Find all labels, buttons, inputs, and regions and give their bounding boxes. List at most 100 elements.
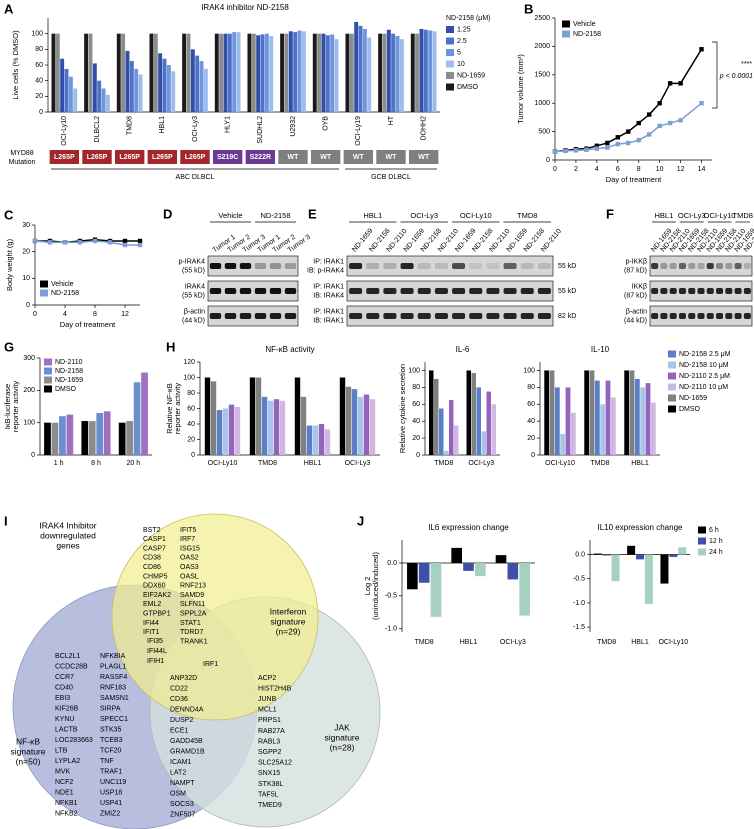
blot-band: [697, 313, 705, 319]
blot-band: [651, 288, 659, 294]
blot-panel: [207, 255, 299, 277]
marker: [32, 238, 38, 244]
mutation-box: [245, 150, 276, 164]
blot-band: [743, 263, 751, 269]
x-tick-label: 8: [637, 166, 641, 173]
bar: [678, 547, 687, 555]
gene: USP41: [100, 800, 122, 807]
blot-group: TMD8: [517, 211, 537, 220]
y-tick-label: -1.5: [573, 624, 585, 631]
bar: [166, 65, 171, 112]
bar: [297, 30, 302, 112]
gene: NDE1: [55, 789, 74, 796]
mutation-box: [408, 150, 439, 164]
x-tick-label: 0: [33, 311, 37, 318]
gene: LOC283663: [55, 737, 93, 744]
subtype-label: GCB DLBCL: [371, 174, 411, 181]
size-label: 55 kD: [558, 263, 576, 270]
y-tick-label: 40: [412, 418, 420, 425]
blot-band: [366, 263, 380, 269]
gene: LAT2: [170, 769, 186, 776]
gene: GRAMD1B: [170, 748, 205, 755]
blot-band: [706, 288, 714, 294]
legend-label: ND-1659: [55, 377, 83, 384]
y-tick-label: 1500: [534, 72, 550, 79]
x-tick-label: TMD8: [127, 116, 134, 135]
blot-group: Vehicle: [218, 211, 242, 220]
blot-group: OCI-Ly3: [410, 211, 438, 220]
gene: TDRD7: [180, 629, 203, 636]
blot-band: [486, 313, 500, 319]
bar: [645, 383, 651, 455]
set-label: signature: [325, 732, 360, 742]
legend-swatch: [446, 60, 454, 68]
gene: LTB: [55, 747, 68, 754]
bar: [418, 563, 430, 583]
mutation-label: S219C: [217, 154, 238, 161]
marker: [62, 240, 68, 245]
bar: [162, 58, 167, 112]
y-axis-label: Relative cytokine secretion: [398, 364, 407, 453]
gene: OASL: [180, 573, 199, 580]
blot-band: [434, 263, 448, 269]
bar: [549, 370, 555, 455]
legend-swatch: [562, 30, 570, 38]
y-tick-label: 100: [31, 31, 43, 38]
mutation-box: [343, 150, 374, 164]
legend-label: DMSO: [55, 386, 77, 393]
blot-band: [269, 288, 282, 294]
bar: [463, 563, 474, 571]
legend-swatch: [44, 376, 52, 384]
bar: [367, 37, 372, 113]
marker: [137, 238, 143, 244]
marker: [47, 240, 53, 245]
blot-band: [452, 288, 466, 294]
bar: [602, 554, 611, 556]
legend-swatch: [44, 358, 52, 366]
x-tick-label: HLY1: [225, 116, 232, 133]
marker: [107, 240, 113, 245]
bar: [471, 372, 476, 455]
x-tick-label: TMD8: [590, 460, 609, 467]
blot-band: [284, 263, 297, 269]
x-tick-label: 12: [677, 166, 685, 173]
y-tick-label: 300: [23, 355, 35, 362]
x-tick-label: 10: [656, 166, 664, 173]
blot-band: [537, 288, 551, 294]
bar: [430, 563, 442, 617]
row-label: β-actin: [184, 308, 205, 315]
bar: [423, 29, 428, 112]
bar: [669, 554, 678, 557]
panel-label: B: [524, 1, 533, 16]
blot-band: [688, 288, 696, 294]
bar: [294, 377, 301, 455]
blot-band: [697, 263, 705, 269]
bar: [96, 412, 104, 455]
gene: CCDC28B: [55, 663, 88, 670]
gene: RNF183: [100, 684, 126, 691]
significance-bracket: [712, 41, 718, 109]
bar: [386, 29, 391, 112]
blot-band: [669, 313, 677, 319]
bar: [51, 422, 59, 455]
blot-band: [383, 263, 397, 269]
blot-band: [434, 288, 448, 294]
bar: [105, 94, 110, 112]
y-tick-label: 80: [187, 390, 195, 397]
y-tick-label: 80: [412, 384, 420, 391]
y-tick-label: 0.0: [387, 560, 397, 567]
legend-swatch: [562, 20, 570, 28]
bar: [92, 63, 97, 112]
x-tick-label: TMD8: [434, 460, 453, 467]
blot-band: [486, 288, 500, 294]
row-label: (55 kD): [182, 267, 205, 274]
x-tick-label: OYB: [323, 116, 330, 131]
gene: TMED9: [258, 802, 282, 809]
bar: [199, 61, 204, 112]
bar: [334, 39, 339, 112]
gene: NFKB2: [55, 810, 78, 817]
marker: [636, 120, 641, 126]
legend-label: ND-2158: [573, 31, 601, 38]
bar: [214, 33, 219, 112]
